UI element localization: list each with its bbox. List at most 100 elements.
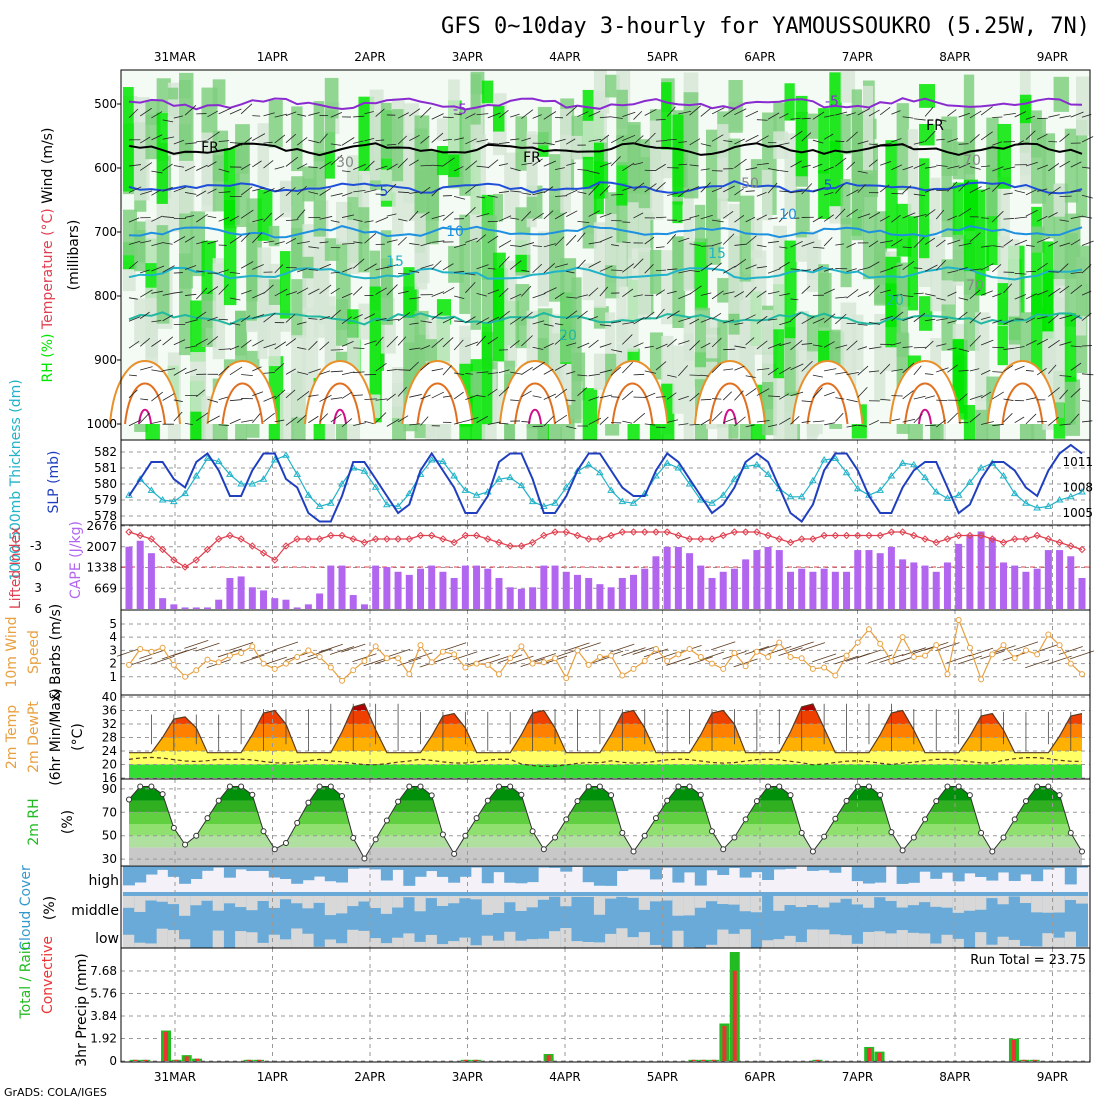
- li-point: [1011, 535, 1019, 543]
- wind10-barb: [408, 652, 433, 662]
- cloud-mid-gap: [336, 896, 349, 914]
- wind-barb: [678, 110, 692, 115]
- thickness-point: [304, 491, 313, 498]
- cloud-high: [235, 866, 248, 870]
- wind-barb: [375, 165, 388, 171]
- wind-barb: [756, 266, 768, 269]
- rh-shade: [874, 313, 886, 401]
- cloud-mid-gap: [963, 896, 976, 911]
- wind-barb: [274, 389, 286, 400]
- wind-barb: [386, 239, 398, 243]
- thickness-point: [528, 497, 537, 505]
- rh-shade: [279, 392, 295, 440]
- wind-barb: [1003, 239, 1014, 247]
- cloud-mid-gap: [986, 896, 999, 899]
- date-label-top: 2APR: [354, 50, 385, 64]
- wind-barb: [543, 210, 554, 220]
- wind-barb: [285, 338, 297, 347]
- rh-point: [238, 783, 245, 790]
- wind-barb: [1025, 413, 1037, 425]
- wind-barb: [846, 289, 859, 299]
- rh-shade: [806, 113, 819, 139]
- wind-barb: [767, 168, 780, 171]
- wind10-point: [271, 665, 278, 672]
- rh-shade: [593, 161, 609, 199]
- rh-point: [641, 832, 648, 839]
- wind-barb: [913, 413, 923, 424]
- wind-barb: [644, 183, 657, 193]
- wind-barb: [801, 164, 811, 168]
- chart-title: GFS 0~10day 3-hourly for YAMOUSSOUKRO (5…: [441, 14, 1090, 39]
- rh-point: [596, 783, 603, 790]
- rh-shade: [773, 375, 787, 440]
- wind-barb: [263, 212, 272, 222]
- wind-barb: [689, 243, 701, 246]
- wind-barb: [1070, 271, 1082, 274]
- cloud-low-gap: [156, 928, 169, 948]
- wind-barb: [532, 191, 545, 196]
- wind-barb: [936, 138, 945, 141]
- wind-barb: [465, 272, 476, 276]
- wind10-point: [574, 647, 581, 654]
- cloud-mid: [279, 892, 292, 948]
- cloud-mid-gap: [1053, 896, 1066, 913]
- wind-barb: [162, 314, 174, 322]
- wind-barb: [633, 412, 646, 424]
- wind-barb: [980, 263, 994, 271]
- date-label-top: 6APR: [744, 50, 775, 64]
- wind-barb: [184, 215, 195, 218]
- rh-shade: [313, 101, 325, 162]
- cloud-mid: [829, 892, 842, 948]
- wind-barb: [207, 215, 217, 219]
- wind-barb: [644, 311, 655, 320]
- cloud-mid-gap: [649, 896, 662, 902]
- cloud-mid-gap: [257, 896, 270, 902]
- wind-barb: [487, 289, 500, 295]
- wind10-point: [238, 650, 245, 657]
- wind-barb: [532, 346, 544, 350]
- li-point: [999, 538, 1008, 547]
- wind10-point: [439, 648, 446, 655]
- wind-barb: [409, 297, 421, 300]
- wind-barb: [274, 341, 287, 350]
- rh-point: [832, 815, 839, 822]
- cloud-high: [145, 866, 158, 875]
- wind-barb: [139, 311, 150, 319]
- cloud-low-gap: [1019, 945, 1032, 948]
- wind-barb: [880, 267, 893, 273]
- wind-barb: [655, 343, 668, 350]
- wind-barb: [969, 289, 981, 300]
- wind-barb: [532, 158, 543, 166]
- wind10-point: [540, 659, 547, 666]
- li-point: [271, 556, 279, 564]
- rh-point: [361, 855, 368, 862]
- wind-barb: [274, 264, 284, 274]
- wind-barb: [263, 141, 273, 144]
- wind-barb: [980, 290, 993, 296]
- cloud-mid-gap: [795, 896, 808, 908]
- rh-point: [619, 829, 626, 836]
- wind-barb: [162, 119, 174, 123]
- wind-barb: [1014, 365, 1025, 371]
- wind-barb: [566, 270, 575, 274]
- cape-bar: [417, 568, 425, 609]
- rh-point: [652, 815, 659, 822]
- wind-barb: [184, 369, 197, 374]
- rh-point: [215, 797, 222, 804]
- thickness-point: [954, 491, 963, 498]
- wind-barb: [285, 133, 297, 144]
- cloud-high: [1008, 866, 1021, 881]
- wind-barb: [756, 214, 767, 221]
- thickness-point: [965, 478, 974, 485]
- wind-barb: [689, 164, 699, 167]
- wind-barb: [980, 106, 993, 116]
- ytick-li: 3: [34, 581, 42, 595]
- rh-shade: [268, 279, 281, 305]
- wind10-point: [148, 648, 155, 655]
- wind10-point: [260, 660, 267, 667]
- wind-barb: [184, 265, 197, 270]
- wind-barb: [162, 136, 175, 140]
- cloud-high: [750, 866, 763, 873]
- wind-barb: [128, 389, 138, 399]
- rh-shade: [661, 82, 672, 150]
